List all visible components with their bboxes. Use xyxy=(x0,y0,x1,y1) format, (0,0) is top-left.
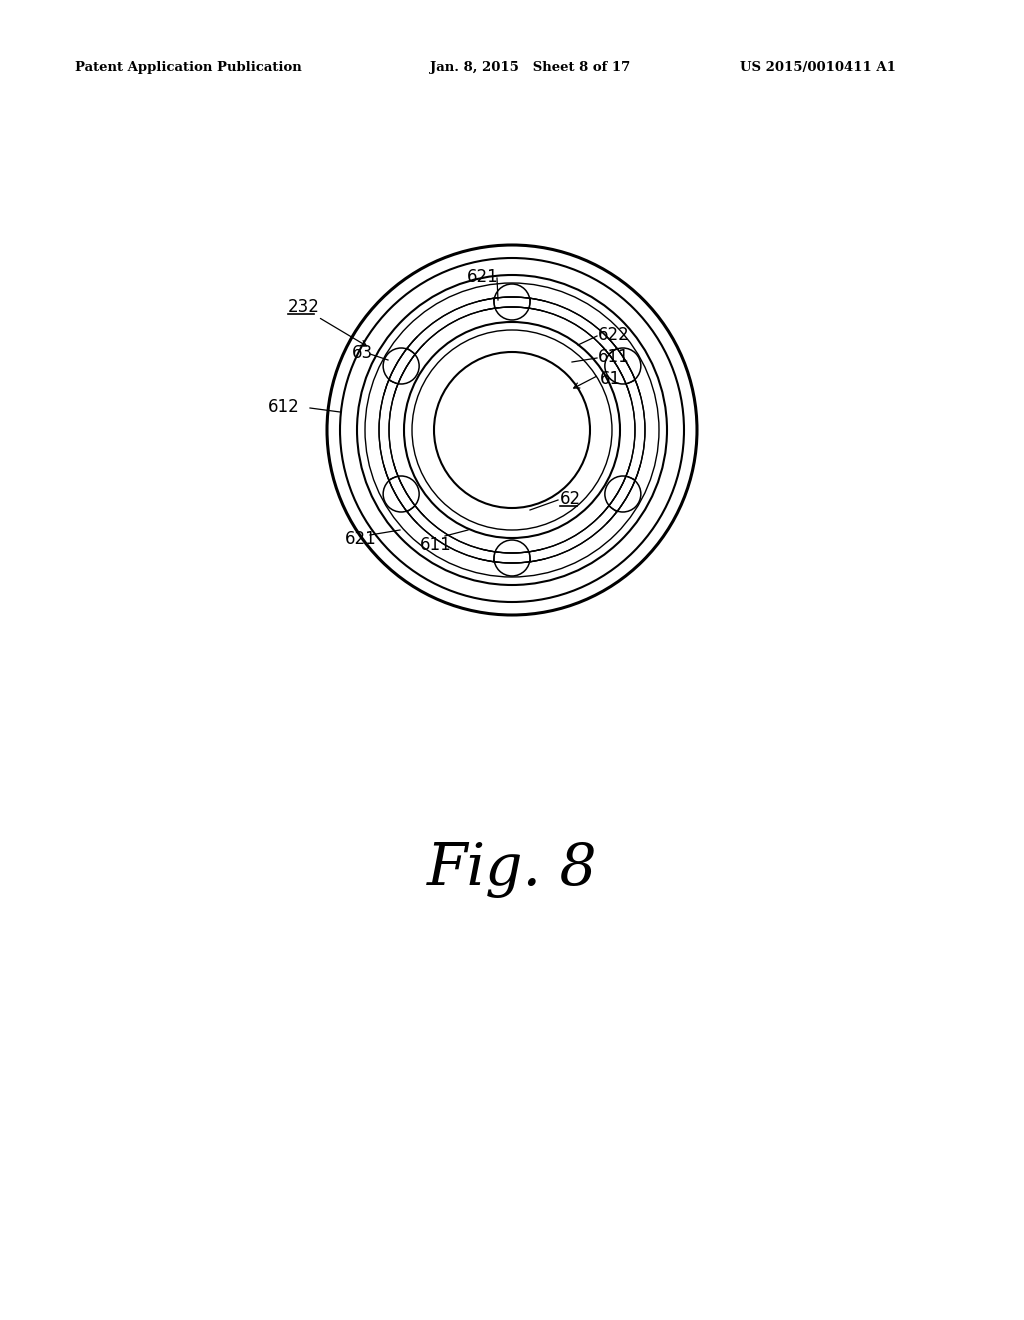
Text: 621: 621 xyxy=(467,268,499,286)
Text: 622: 622 xyxy=(598,326,630,345)
Text: 232: 232 xyxy=(288,298,319,315)
Text: Jan. 8, 2015   Sheet 8 of 17: Jan. 8, 2015 Sheet 8 of 17 xyxy=(430,62,630,74)
Text: Patent Application Publication: Patent Application Publication xyxy=(75,62,302,74)
Text: 63: 63 xyxy=(352,345,373,362)
Text: 611: 611 xyxy=(420,536,452,554)
Text: US 2015/0010411 A1: US 2015/0010411 A1 xyxy=(740,62,896,74)
Text: 612: 612 xyxy=(268,399,300,416)
Text: 62: 62 xyxy=(560,490,582,508)
Text: 621: 621 xyxy=(345,531,377,548)
Text: 611: 611 xyxy=(598,348,630,366)
Text: Fig. 8: Fig. 8 xyxy=(427,842,597,898)
Text: 61: 61 xyxy=(600,370,622,388)
